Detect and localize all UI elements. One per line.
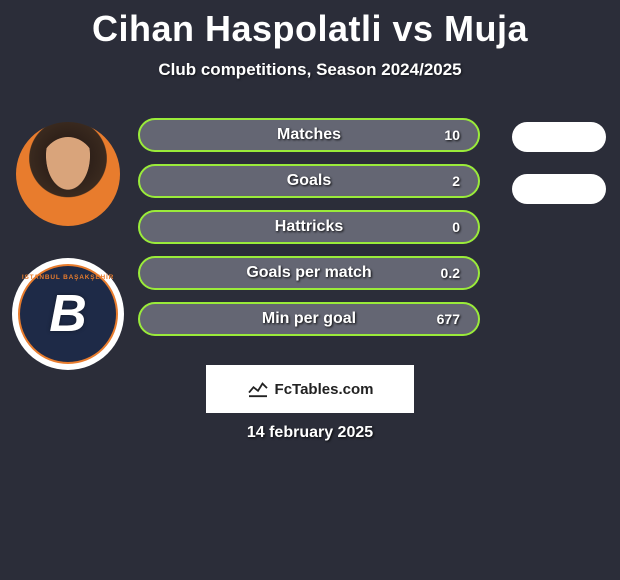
avatar-slot-player-2: ISTANBUL BAŞAKŞEHİR B — [8, 258, 128, 370]
stat-value: 0 — [452, 219, 460, 235]
stat-value: 677 — [437, 311, 460, 327]
player-1-avatar — [16, 122, 120, 226]
stat-value: 0.2 — [441, 265, 460, 281]
club-badge-text: ISTANBUL BAŞAKŞEHİR — [22, 274, 114, 281]
brand-badge: FcTables.com — [206, 365, 414, 413]
stat-row: Goals per match 0.2 — [138, 256, 480, 290]
avatars-column: ISTANBUL BAŞAKŞEHİR B — [8, 122, 128, 402]
comparison-pill-1 — [512, 122, 606, 152]
subtitle: Club competitions, Season 2024/2025 — [0, 60, 620, 80]
stat-row: Matches 10 — [138, 118, 480, 152]
page-title: Cihan Haspolatli vs Muja — [0, 0, 620, 50]
stat-label: Hattricks — [275, 218, 343, 236]
stat-label: Min per goal — [262, 310, 356, 328]
stat-value: 2 — [452, 173, 460, 189]
stat-row: Goals 2 — [138, 164, 480, 198]
stat-label: Goals — [287, 172, 331, 190]
brand-icon — [247, 380, 269, 398]
stat-label: Goals per match — [246, 264, 371, 282]
stat-label: Matches — [277, 126, 341, 144]
date-label: 14 february 2025 — [247, 424, 373, 442]
stat-value: 10 — [444, 127, 460, 143]
stat-row: Min per goal 677 — [138, 302, 480, 336]
brand-text: FcTables.com — [275, 381, 374, 398]
club-badge-letter: B — [49, 284, 87, 344]
club-badge: ISTANBUL BAŞAKŞEHİR B — [18, 264, 118, 364]
stats-list: Matches 10 Goals 2 Hattricks 0 Goals per match… — [138, 118, 480, 348]
comparison-pill-2 — [512, 174, 606, 204]
avatar-slot-player-1 — [8, 122, 128, 226]
club-badge-ring: ISTANBUL BAŞAKŞEHİR B — [12, 258, 124, 370]
stat-row: Hattricks 0 — [138, 210, 480, 244]
